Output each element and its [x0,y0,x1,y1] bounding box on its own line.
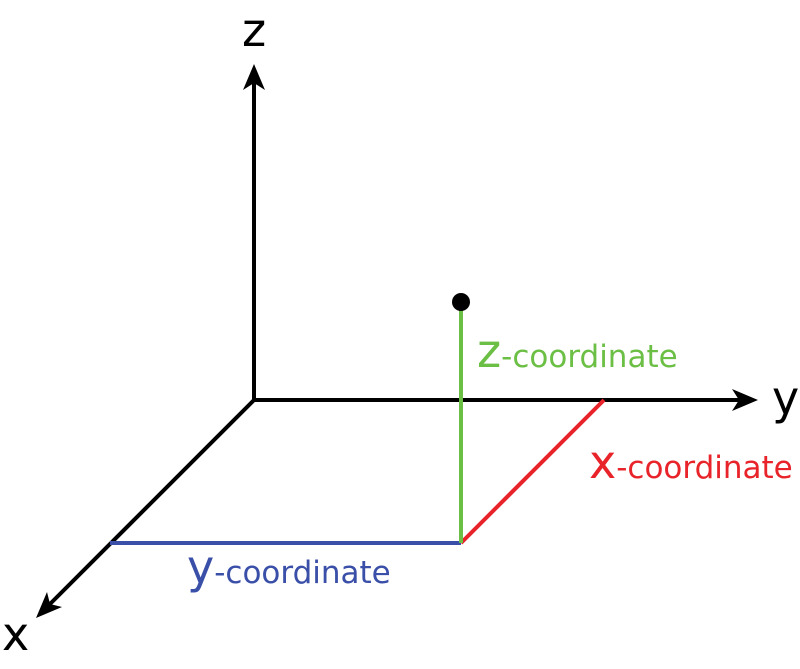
x-axis-arrowhead [36,592,62,618]
y-coordinate-var: y [187,540,214,594]
x-axis-label: x [2,607,29,661]
y-coordinate-suffix: -coordinate [214,555,391,591]
x-coordinate-label: x-coordinate [589,435,793,489]
x-coordinate-suffix: -coordinate [616,450,793,486]
y-coordinate-label: y-coordinate [187,540,391,594]
z-axis-label: z [242,3,266,57]
y-axis-arrowhead [732,389,758,411]
z-axis-arrowhead [243,64,265,90]
z-coordinate-var: z [477,324,501,378]
y-axis-label: y [772,371,799,425]
z-coordinate-suffix: -coordinate [501,339,678,375]
z-coordinate-label: z-coordinate [477,324,678,378]
x-axis-line [46,398,256,608]
x-coordinate-line [459,398,606,545]
point-marker [452,293,470,311]
x-coordinate-var: x [589,435,616,489]
